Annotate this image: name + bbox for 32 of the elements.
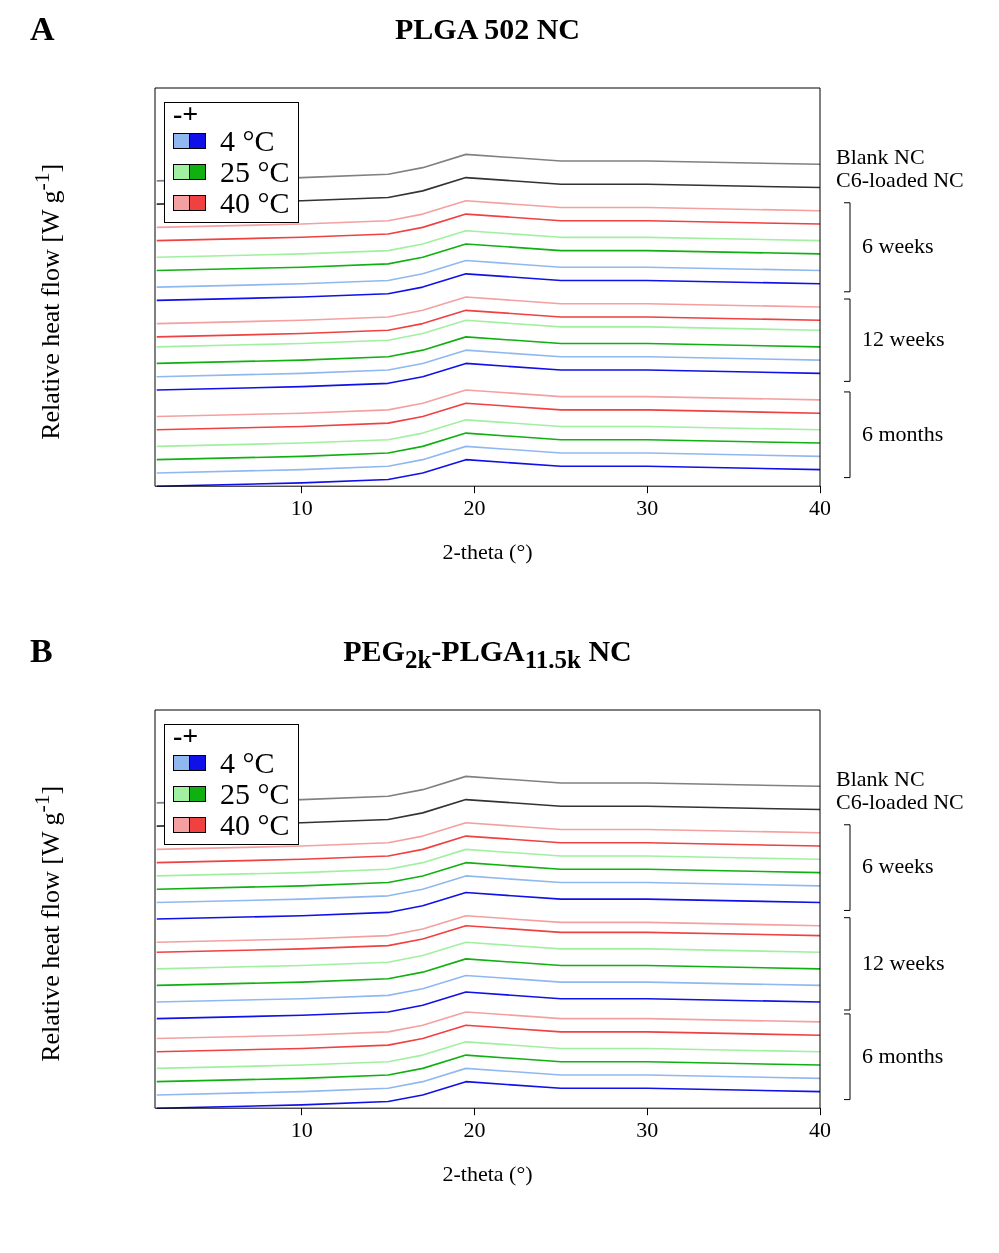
annotation: 25 °C <box>220 777 290 810</box>
chart-title: PEG$_{2k}$-PLGA$_{11.5k}$ NC <box>342 634 633 674</box>
chart-title: PLGA 502 NC <box>394 12 581 46</box>
series-label: Blank NC <box>836 144 925 170</box>
x-tick-label: 30 <box>636 1117 659 1143</box>
x-tick-label: 10 <box>290 495 313 521</box>
x-tick-label: 30 <box>636 495 659 521</box>
text: A <box>30 10 55 48</box>
x-axis-title: 2-theta (°) <box>442 538 533 564</box>
text: B <box>30 632 53 670</box>
annotation: 4 °C <box>220 124 275 157</box>
text: 6 months <box>862 1042 944 1068</box>
series-label: Blank NC <box>836 766 925 792</box>
x-tick-label: 10 <box>290 1117 313 1143</box>
x-tick-label: 40 <box>809 495 831 521</box>
annotation: 4 °C <box>220 746 275 779</box>
text: 6 months <box>862 420 944 446</box>
annotation: 40 °C <box>220 808 290 841</box>
x-axis-title: 2-theta (°) <box>442 1160 533 1186</box>
x-tick-label: 20 <box>463 495 486 521</box>
text: -+ <box>173 98 200 129</box>
text: -+ <box>173 720 200 751</box>
x-tick-label: 40 <box>809 1117 831 1143</box>
text: 6 weeks <box>862 233 934 259</box>
annotation: 25 °C <box>220 155 290 188</box>
text: 6 weeks <box>862 853 934 879</box>
series-label: C6-loaded NC <box>836 789 964 815</box>
annotation: 40 °C <box>220 186 290 219</box>
text: 12 weeks <box>862 949 945 975</box>
x-tick-label: 20 <box>463 1117 486 1143</box>
series-label: C6-loaded NC <box>836 167 964 193</box>
text: 12 weeks <box>862 325 945 351</box>
